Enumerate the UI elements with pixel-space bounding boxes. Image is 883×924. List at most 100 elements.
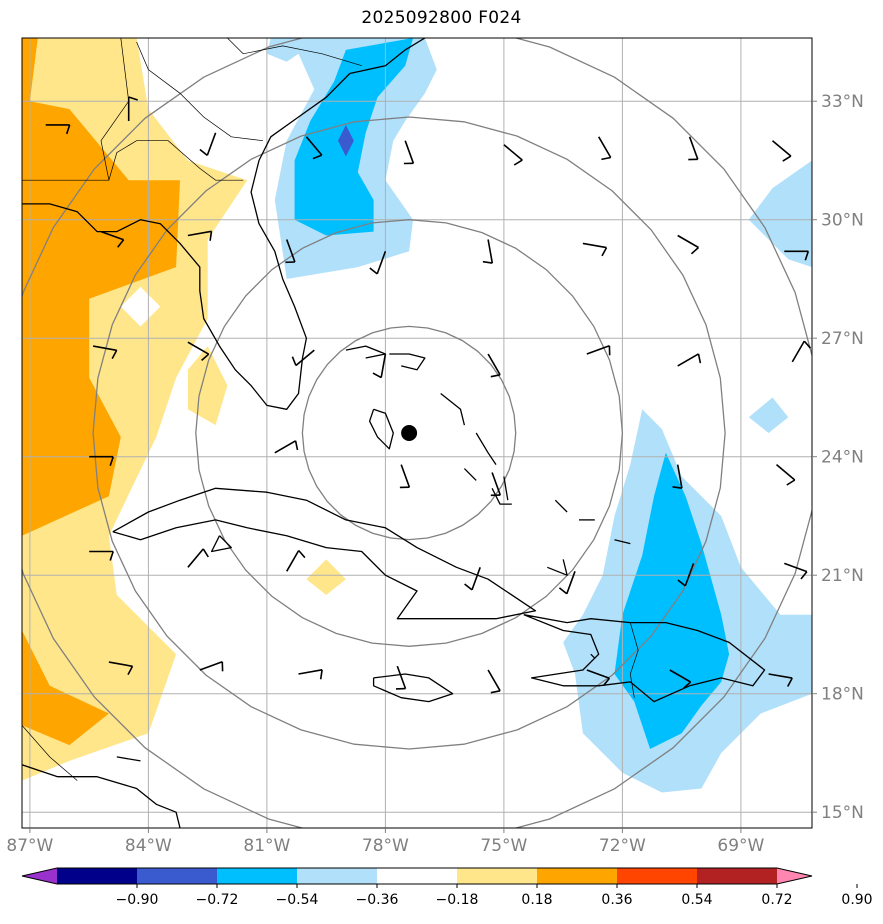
barb-feather: [202, 548, 209, 558]
wind-barb: [586, 669, 611, 687]
wind-barb: [127, 96, 138, 121]
wind-barb: [503, 144, 523, 166]
barb-staff: [199, 661, 223, 671]
barb-staff: [771, 140, 792, 157]
lat-tick-label: 21°N: [821, 566, 864, 586]
contour-fill: [614, 452, 730, 749]
coastline: [22, 38, 426, 410]
barb-staff: [396, 665, 407, 689]
barb-feather: [65, 124, 71, 135]
barb-feather: [109, 456, 114, 466]
barb-feather: [513, 159, 523, 166]
storm-center-marker: [401, 425, 418, 441]
wind-barb: [586, 345, 611, 356]
wind-barb: [305, 136, 323, 160]
range-ring: [195, 219, 624, 647]
wind-barb: [286, 549, 306, 572]
lon-tick-label: 69°W: [717, 836, 764, 856]
barb-feather: [201, 353, 210, 362]
wind-barb: [372, 353, 387, 379]
colorbar-tick-label: 0.54: [681, 892, 712, 908]
barb-staff: [92, 345, 117, 352]
coastline: [345, 345, 387, 359]
barb-staff: [784, 562, 808, 573]
barb-staff: [677, 234, 699, 249]
barb-staff: [669, 669, 691, 683]
barb-feather: [111, 349, 118, 359]
colorbar-extend-high: [777, 868, 812, 884]
barb-staff: [491, 472, 502, 496]
barb-feather: [558, 587, 568, 595]
wind-barb: [677, 234, 700, 255]
wind-barb: [688, 136, 699, 161]
colorbar-segment: [537, 868, 618, 884]
wind-barb: [775, 463, 796, 486]
border-line: [100, 38, 130, 181]
wind-barb: [490, 472, 502, 497]
barb-staff: [684, 563, 695, 587]
barb-staff: [598, 136, 612, 158]
barb-feather: [682, 681, 692, 689]
map-title: 2025092800 F024: [361, 8, 522, 28]
colorbar-segment: [57, 868, 138, 884]
colorbar-tick-label: −0.72: [196, 892, 239, 908]
coastline: [372, 673, 454, 703]
barb-feather: [209, 231, 213, 241]
barb-staff: [676, 464, 683, 489]
coastline: [368, 408, 394, 450]
range-ring: [22, 38, 812, 828]
lon-tick-label: 84°W: [125, 836, 172, 856]
wind-barb: [187, 548, 209, 568]
barb-staff: [305, 136, 323, 156]
wind-barb: [395, 665, 407, 690]
border-line: [629, 622, 639, 698]
coastline: [475, 432, 497, 465]
wind-barb: [399, 464, 411, 489]
barb-feather: [312, 154, 323, 160]
contour-fill: [120, 286, 161, 327]
wind-barb: [369, 251, 387, 275]
wind-barb: [791, 340, 812, 363]
wind-barb: [672, 464, 683, 489]
barb-feather: [786, 677, 793, 687]
barb-feather: [128, 96, 138, 101]
wind-barb: [677, 353, 702, 367]
barb-feather: [672, 486, 683, 489]
wind-barb: [291, 349, 315, 367]
lon-tick-label: 78°W: [362, 836, 409, 856]
political-borders: [22, 38, 639, 781]
barb-feather: [291, 356, 297, 366]
barb-feather: [782, 155, 792, 162]
wind-barbs: [45, 96, 812, 694]
contour-fill: [306, 559, 346, 595]
barb-staff: [503, 144, 523, 161]
lat-tick-label: 18°N: [821, 685, 864, 705]
wind-barb: [298, 669, 323, 680]
barb-staff: [298, 669, 323, 675]
range-ring: [301, 325, 517, 541]
coastline: [463, 468, 477, 481]
wind-barb: [187, 230, 213, 241]
barb-feather: [804, 251, 810, 261]
barb-staff: [775, 463, 796, 481]
lat-tick-label: 27°N: [821, 329, 864, 349]
barb-feather: [800, 571, 808, 580]
wind-barb: [274, 440, 299, 454]
barb-feather: [677, 579, 686, 587]
barb-staff: [187, 548, 204, 568]
barb-staff: [286, 550, 300, 572]
barb-staff: [677, 353, 699, 367]
colorbar-outline: [21, 867, 813, 885]
wind-barb: [92, 345, 118, 359]
barb-staff: [295, 349, 315, 367]
colorbar-segment: [457, 868, 538, 884]
colorbar-tick-label: 0.72: [761, 892, 792, 908]
lon-tick-label: 75°W: [480, 836, 527, 856]
coastline: [523, 614, 766, 703]
barb-staff: [206, 132, 217, 156]
wind-barb: [582, 242, 608, 257]
barb-staff: [400, 464, 411, 488]
colorbar-tick-label: 0.90: [841, 892, 872, 908]
barb-feather: [697, 353, 702, 364]
colorbar-segment: [217, 868, 298, 884]
